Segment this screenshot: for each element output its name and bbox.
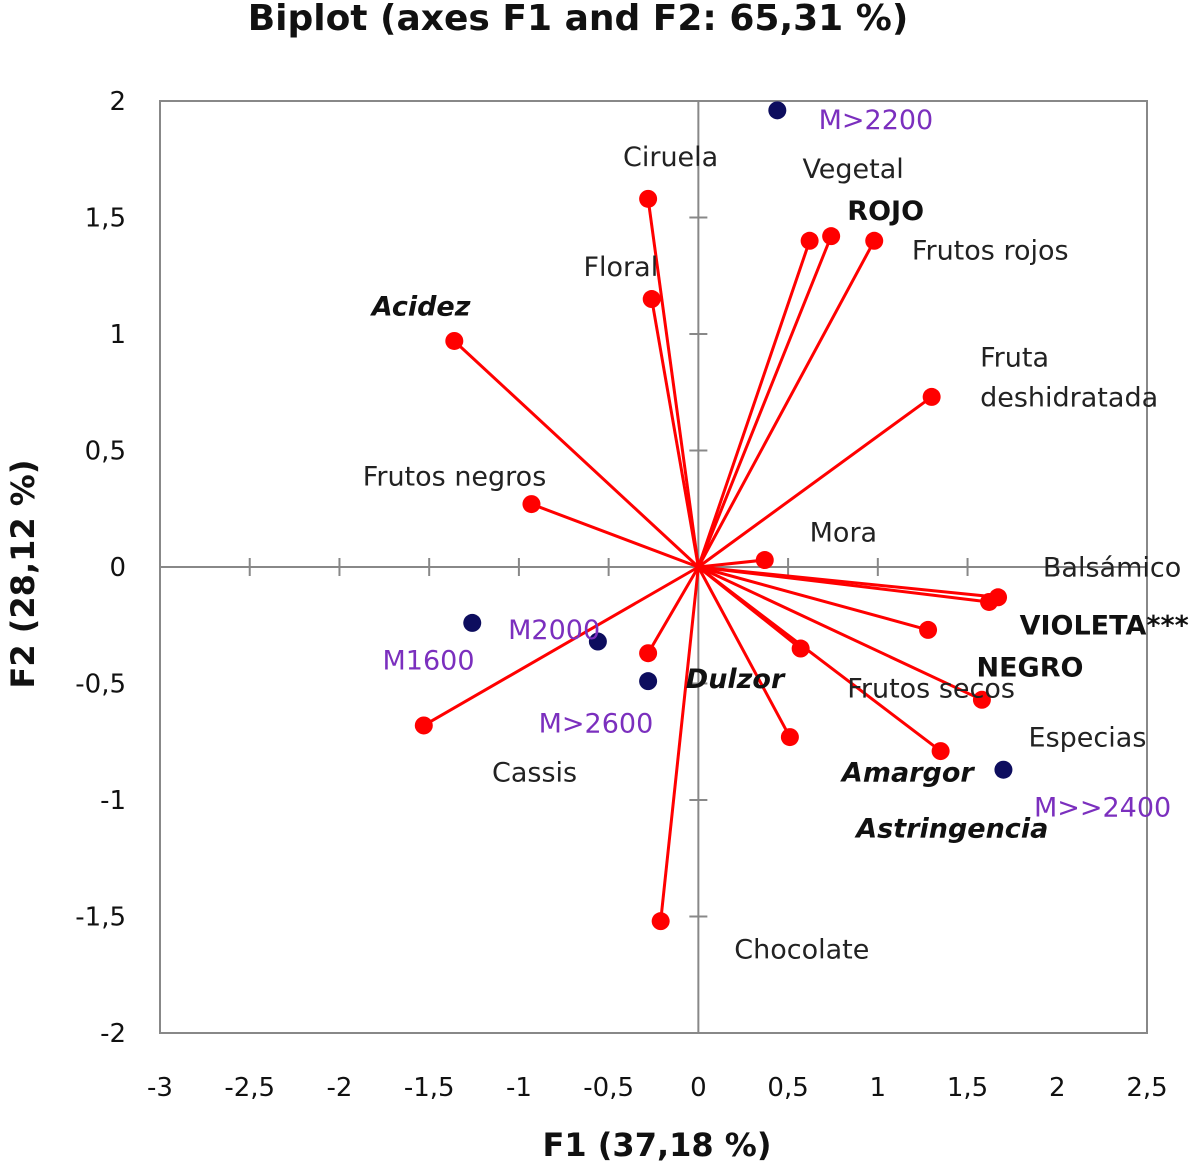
point-frutos-rojos — [865, 231, 884, 250]
label-ciruela: Ciruela — [623, 142, 718, 173]
x-tick-label: 2 — [1049, 1073, 1066, 1103]
label-vegetal: Vegetal — [802, 154, 903, 185]
obs-label-m-2400: M>>2400 — [1034, 792, 1171, 823]
vector-frutos-negros — [530, 502, 699, 569]
obs-point-m-2600 — [639, 672, 658, 691]
label-astringencia: Astringencia — [854, 813, 1048, 844]
label-especias: Especias — [1029, 722, 1147, 753]
data-points — [414, 101, 1013, 931]
vector-dulzor — [646, 566, 700, 654]
obs-label-m-2600: M>2600 — [539, 708, 654, 739]
obs-point-m-2400 — [994, 760, 1013, 779]
label-frutos-rojos: Frutos rojos — [912, 235, 1069, 266]
point-negro — [919, 620, 938, 639]
point-labels: Ciruela Vegetal ROJO Frutos rojos Floral Acid… — [363, 105, 1189, 965]
x-tick-label: 1,5 — [947, 1073, 988, 1103]
point-fruta-deshidratada — [922, 387, 941, 406]
x-tick-label: -2 — [326, 1073, 352, 1103]
obs-label-m2000: M2000 — [508, 615, 600, 646]
label-dulzor: Dulzor — [686, 664, 786, 695]
label-floral: Floral — [584, 252, 659, 283]
label-mora: Mora — [810, 517, 877, 548]
vector-acidez — [453, 339, 700, 569]
vector-astringencia — [697, 566, 792, 738]
point-amargor — [931, 742, 950, 761]
y-tick-label: 0,5 — [85, 437, 126, 467]
y-tick-label: 1,5 — [85, 204, 126, 234]
y-tick-label: -2 — [100, 1019, 126, 1049]
vector-chocolate — [659, 566, 700, 922]
label-bals-mico: Balsámico — [1043, 552, 1181, 583]
vector-amargor — [697, 565, 942, 753]
label-rojo: ROJO — [847, 196, 924, 227]
point-vegetal — [800, 231, 819, 250]
label-fruta-deshidratada-line-1: Fruta — [980, 343, 1049, 374]
point-mora — [755, 551, 774, 570]
obs-point-m-2200 — [768, 101, 787, 120]
vector-cassis — [423, 565, 700, 727]
point-chocolate — [651, 912, 670, 931]
x-tick-label: 1 — [870, 1073, 887, 1103]
x-tick-label: 2,5 — [1126, 1073, 1167, 1103]
x-tick-label: -3 — [147, 1073, 173, 1103]
y-axis-title: F2 (28,12 %) — [4, 460, 42, 689]
obs-label-m1600: M1600 — [383, 646, 475, 677]
point-astringencia — [780, 728, 799, 747]
label-amargor: Amargor — [840, 757, 975, 788]
x-tick-label: -2,5 — [224, 1073, 275, 1103]
point-ciruela — [639, 189, 658, 208]
point-acidez — [445, 331, 464, 350]
y-tick-label: 0 — [109, 553, 126, 583]
obs-point-m1600 — [463, 613, 482, 632]
label-frutos-secos: Frutos secos — [847, 673, 1015, 704]
label-frutos-negros: Frutos negros — [363, 461, 547, 492]
variable-vectors — [423, 198, 999, 922]
vector-vegetal — [696, 240, 812, 568]
label-fruta-deshidratada-line-2: deshidratada — [980, 383, 1158, 414]
label-negro: NEGRO — [977, 653, 1084, 684]
point-especias — [972, 690, 991, 709]
x-tick-label: -1 — [506, 1073, 532, 1103]
vector-violeta — [698, 565, 990, 604]
obs-label-m-2200: M>2200 — [819, 105, 934, 136]
y-tick-label: -1 — [100, 786, 126, 816]
vector-negro — [697, 565, 929, 632]
x-axis-title: F1 (37,18 %) — [543, 1126, 772, 1164]
vector-especias — [697, 565, 983, 702]
point-cassis — [414, 716, 433, 735]
vector-ciruela — [646, 198, 700, 568]
vector-fruta-deshidratada — [697, 395, 933, 569]
label-chocolate: Chocolate — [734, 934, 869, 965]
point-dulzor — [639, 644, 658, 663]
point-rojo — [822, 227, 841, 246]
label-violeta: VIOLETA*** — [1020, 611, 1189, 642]
x-tick-label: -1,5 — [404, 1073, 455, 1103]
axes-layer: -3 -2,5 -2 -1,5 -1 -0,5 0 0,5 1 1,5 2 2,5 -2 -1,5 -1 -0… — [75, 87, 1167, 1103]
point-floral — [642, 290, 661, 309]
y-tick-label: 1 — [109, 320, 126, 350]
point-frutos-secos — [791, 639, 810, 658]
obs-point-m2000 — [588, 632, 607, 651]
point-violeta — [980, 592, 999, 611]
y-tick-label: 2 — [109, 87, 126, 117]
vector-floral — [650, 298, 700, 568]
vector-rojo — [696, 235, 833, 568]
y-tick-label: -0,5 — [75, 670, 126, 700]
x-tick-label: 0,5 — [767, 1073, 808, 1103]
point-frutos-negros — [522, 495, 541, 514]
x-tick-label: -0,5 — [583, 1073, 634, 1103]
vector-frutos-rojos — [697, 240, 876, 568]
label-acidez: Acidez — [370, 291, 471, 322]
x-tick-label: 0 — [690, 1073, 707, 1103]
vector-mora — [698, 558, 765, 569]
y-tick-label: -1,5 — [75, 903, 126, 933]
chart-title: Biplot (axes F1 and F2: 65,31 %) — [248, 0, 909, 39]
label-cassis: Cassis — [492, 757, 577, 788]
